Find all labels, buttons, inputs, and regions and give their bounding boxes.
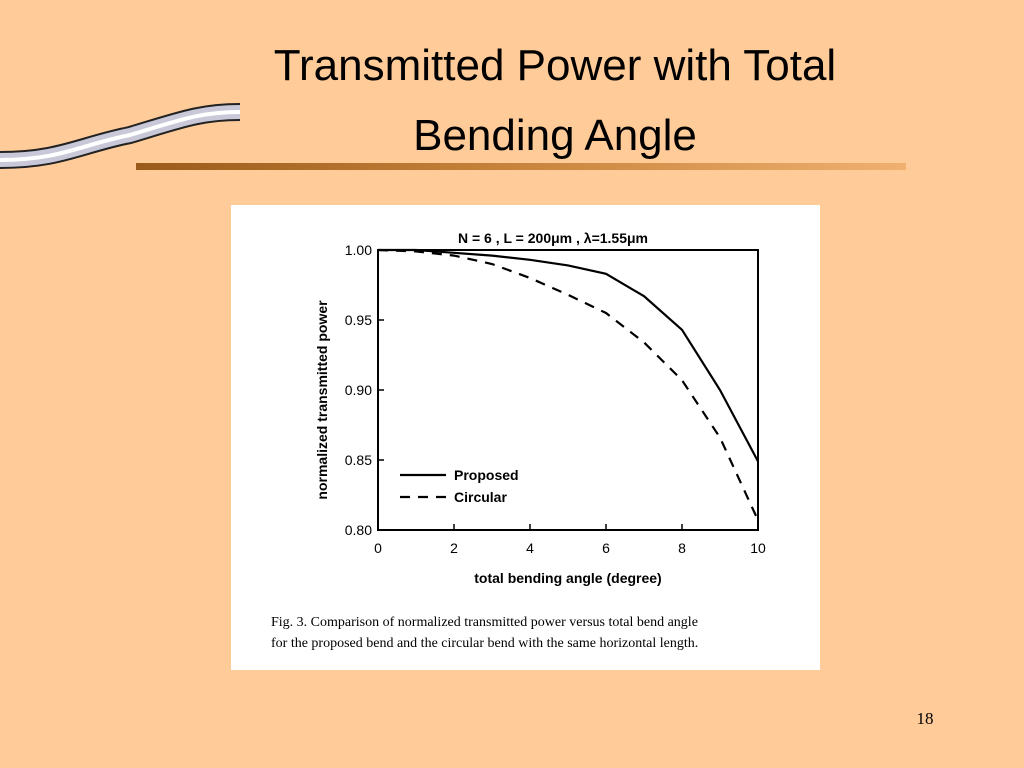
- y-axis-label: normalized transmitted power: [314, 300, 330, 500]
- fiber-decoration: [0, 103, 241, 169]
- title-rule: [136, 163, 906, 170]
- y-tick-label: 0.90: [345, 382, 372, 398]
- x-tick-label: 6: [602, 540, 610, 556]
- legend-label: Proposed: [454, 467, 519, 483]
- x-tick-label: 0: [374, 540, 382, 556]
- legend-label: Circular: [454, 489, 507, 505]
- chart-title: N = 6 , L = 200μm , λ=1.55μm: [458, 230, 648, 246]
- x-tick-label: 4: [526, 540, 534, 556]
- slide-title: Transmitted Power with Total: [274, 41, 836, 90]
- y-tick-label: 0.85: [345, 452, 372, 468]
- x-tick-label: 10: [750, 540, 766, 556]
- caption: Fig. 3. Comparison of normalized transmi…: [271, 615, 698, 630]
- y-tick-label: 1.00: [345, 242, 372, 258]
- caption: for the proposed bend and the circular b…: [271, 636, 698, 651]
- x-tick-label: 2: [450, 540, 458, 556]
- x-axis-label: total bending angle (degree): [474, 570, 661, 586]
- slide-title: Bending Angle: [413, 111, 697, 160]
- series-line: [378, 248, 759, 462]
- y-tick-label: 0.95: [345, 312, 372, 328]
- series-line: [377, 248, 759, 521]
- x-tick-label: 8: [678, 540, 686, 556]
- figure-panel: [231, 205, 820, 670]
- page-number: 18: [917, 709, 934, 728]
- y-tick-label: 0.80: [345, 522, 372, 538]
